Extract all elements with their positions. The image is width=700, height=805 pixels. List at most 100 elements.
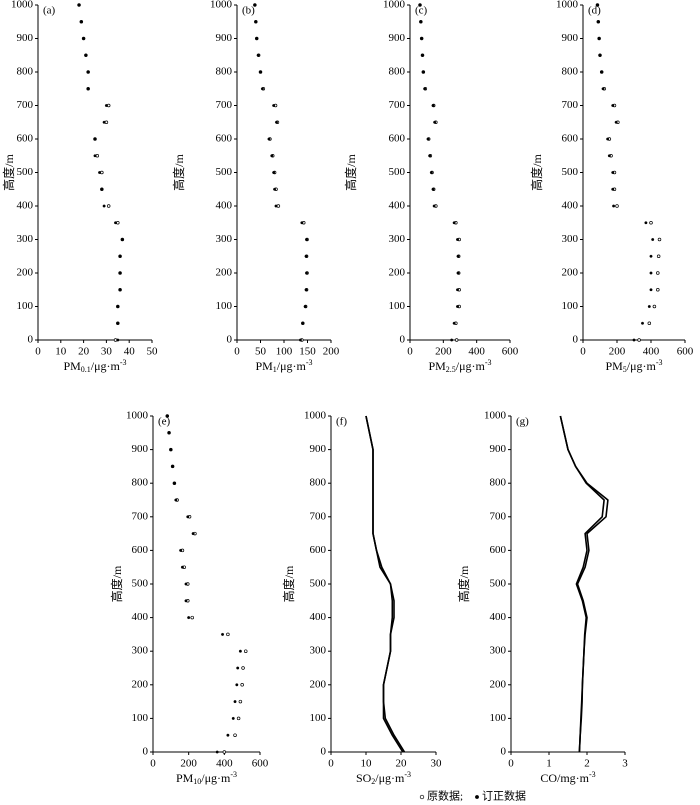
data-point: [226, 632, 230, 637]
x-tick-label: 2: [584, 758, 590, 770]
data-point: [607, 154, 611, 158]
x-tick-label: 40: [124, 346, 136, 358]
y-tick-label: 800: [17, 66, 34, 78]
data-point: [221, 632, 224, 636]
x-tick-label: 200: [435, 346, 452, 358]
panel-label: (c): [415, 5, 428, 17]
data-point: [253, 3, 257, 7]
x-label-part: PM: [255, 359, 273, 373]
data-point: [611, 187, 615, 191]
y-tick-label: 300: [389, 233, 406, 245]
data-point: [452, 321, 456, 325]
y-tick-label: 900: [389, 32, 406, 44]
y-tick-label: 900: [17, 32, 34, 44]
data-point: [184, 582, 188, 586]
data-point: [423, 87, 427, 91]
x-tick-label: 0: [328, 758, 334, 770]
x-axis-label: PM10/μg·m-3: [176, 770, 237, 786]
data-point: [120, 238, 124, 241]
y-tick-label: 400: [490, 611, 507, 623]
profile-line: [365, 415, 404, 753]
panel-label: (d): [588, 5, 601, 17]
y-tick-label: 800: [132, 477, 149, 489]
y-tick-label: 100: [17, 300, 34, 312]
x-tick-label: 100: [276, 346, 293, 358]
y-tick-label: 400: [17, 200, 34, 212]
legend-marker: [475, 795, 479, 799]
data-point: [260, 87, 264, 91]
data-point: [656, 288, 660, 292]
data-point: [421, 53, 424, 57]
data-point: [238, 649, 242, 653]
data-point: [233, 733, 237, 737]
data-point: [226, 733, 230, 737]
y-tick-label: 700: [216, 99, 233, 111]
data-point: [305, 238, 309, 241]
y-tick-label: 800: [490, 477, 507, 489]
data-point: [647, 321, 652, 326]
x-tick-label: 1: [546, 758, 552, 770]
data-point: [267, 137, 271, 141]
x-label-part: 0.1: [81, 365, 91, 374]
data-point: [456, 254, 460, 258]
y-tick-label: 1000: [11, 0, 34, 11]
y-tick-label: 300: [216, 233, 233, 245]
x-tick-label: 200: [609, 346, 626, 358]
y-tick-label: 400: [132, 611, 149, 623]
data-point: [236, 666, 240, 670]
x-tick-label: 10: [55, 346, 67, 358]
data-point: [456, 238, 459, 241]
data-point: [172, 481, 176, 485]
y-tick-label: 600: [490, 544, 507, 556]
data-point: [79, 20, 83, 24]
x-axis-label: PM0.1/μg·m-3: [63, 358, 126, 374]
data-point: [305, 271, 309, 275]
profile-line: [365, 415, 406, 753]
y-tick-label: 900: [310, 443, 327, 455]
y-tick-label: 500: [389, 166, 406, 178]
y-tick-label: 300: [132, 645, 149, 657]
x-tick-label: 400: [468, 346, 485, 358]
y-tick-label: 700: [17, 99, 34, 111]
y-tick-label: 900: [490, 443, 507, 455]
data-point: [238, 699, 243, 704]
data-point: [433, 120, 437, 124]
y-tick-label: 200: [490, 678, 507, 690]
x-tick-label: 10: [361, 758, 373, 770]
x-label-part: -3: [120, 358, 127, 367]
x-tick-label: 3: [622, 758, 628, 770]
y-tick-label: 400: [216, 200, 233, 212]
y-tick-label: 200: [216, 267, 233, 279]
data-point: [597, 37, 601, 40]
x-tick-label: 0: [150, 758, 156, 770]
y-tick-label: 1000: [210, 0, 233, 11]
y-tick-label: 1000: [556, 0, 579, 11]
data-point: [596, 3, 599, 7]
y-tick-label: 200: [389, 267, 406, 279]
x-label-part: -3: [404, 770, 411, 779]
y-tick-label: 300: [490, 645, 507, 657]
x-label-part: 5: [623, 365, 627, 374]
legend-label: 订正数据: [482, 789, 526, 803]
data-point: [231, 716, 235, 720]
y-tick-label: 700: [310, 510, 327, 522]
y-tick-label: 500: [490, 578, 507, 590]
data-point: [184, 599, 188, 603]
x-label-part: 2.5: [446, 365, 456, 374]
data-point: [82, 37, 86, 40]
data-point: [118, 254, 122, 258]
data-point: [452, 221, 456, 225]
x-tick-label: 20: [396, 758, 408, 770]
data-point: [259, 70, 262, 74]
data-point: [187, 616, 191, 620]
y-tick-label: 600: [216, 133, 233, 145]
x-axis-label: PM1/μg·m-3: [255, 358, 312, 374]
x-tick-label: 30: [101, 346, 113, 358]
y-tick-label: 100: [310, 712, 327, 724]
x-label-part: -3: [656, 358, 663, 367]
y-tick-label: 300: [17, 233, 34, 245]
y-tick-label: 600: [132, 544, 149, 556]
x-label-part: PM: [63, 359, 81, 373]
data-point: [179, 548, 183, 552]
x-label-part: -3: [485, 358, 492, 367]
